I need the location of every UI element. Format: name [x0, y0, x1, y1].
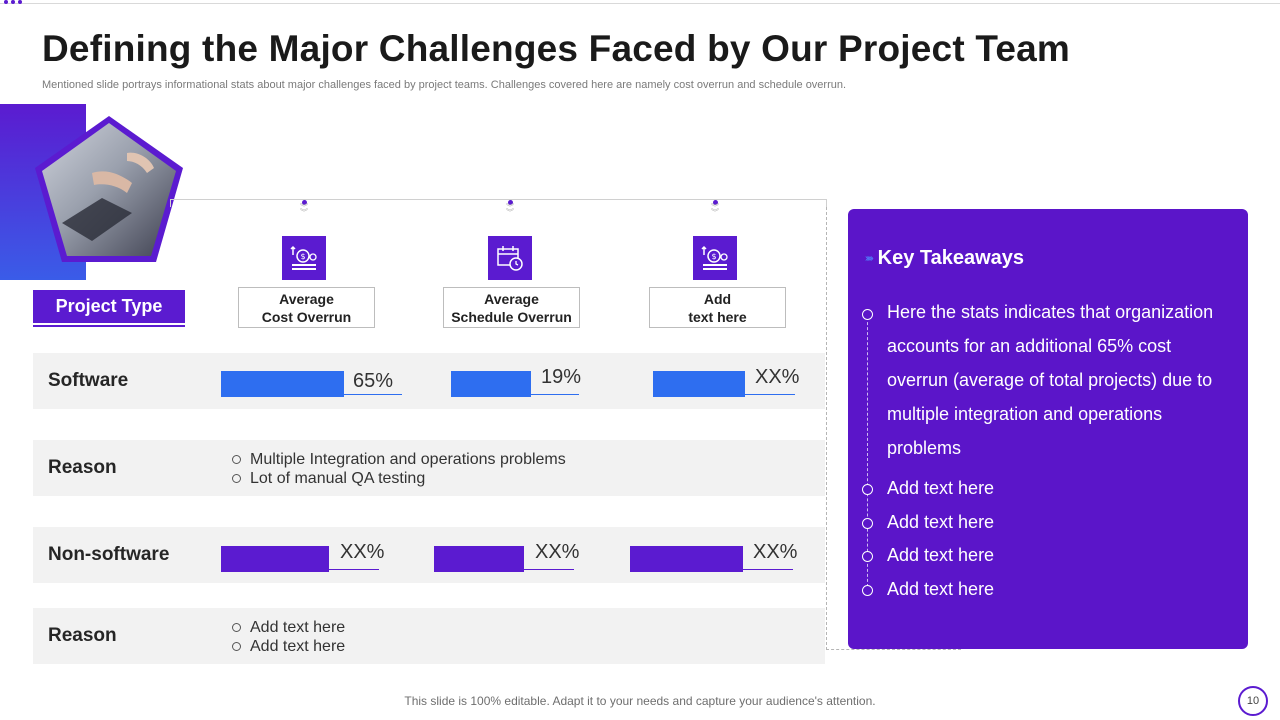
row-label-software: Software — [48, 370, 129, 391]
chevrons-right-icon: ››››› — [865, 253, 874, 264]
value-underline — [329, 569, 379, 570]
page-number: 10 — [1238, 686, 1268, 716]
reason-bullet-list: Multiple Integration and operations prob… — [232, 450, 566, 488]
row-label-reason: Reason — [48, 625, 117, 646]
laptop-photo-pentagon — [35, 116, 183, 262]
takeaway-main-text: Here the stats indicates that organizati… — [887, 302, 1214, 458]
value-non-software-cost-overrun: XX% — [340, 541, 385, 563]
key-takeaways-panel: ››››› Key Takeaways Here the stats indic… — [848, 209, 1248, 649]
footer-note: This slide is 100% editable. Adapt it to… — [404, 694, 876, 708]
svg-text:$: $ — [712, 252, 717, 261]
horizontal-dashed-line — [826, 649, 961, 650]
column-connector: ︾ ︾ — [299, 200, 309, 217]
column-label-add-text: Add text here — [649, 287, 786, 328]
money-bag-icon: $ — [282, 236, 326, 280]
bar-software-schedule-overrun — [451, 371, 531, 397]
value-underline — [743, 569, 793, 570]
value-non-software-schedule-overrun: XX% — [535, 541, 580, 563]
column-connector: ︾ ︾ — [505, 200, 515, 217]
value-software-schedule-overrun: 19% — [541, 366, 582, 388]
header-connector-line — [170, 199, 827, 207]
column-connector: ︾ ︾ — [710, 200, 720, 217]
table-row-reason: Reason Multiple Integration and operatio… — [33, 440, 825, 496]
value-underline — [745, 394, 795, 395]
takeaway-item: Add text here — [887, 478, 995, 498]
bar-non-software-add-text — [630, 546, 743, 572]
timeline-dot — [862, 551, 873, 562]
top-rule — [0, 3, 1280, 4]
column-label-schedule-overrun: Average Schedule Overrun — [443, 287, 580, 328]
value-underline — [524, 569, 574, 570]
row-label-non-software: Non-software — [48, 544, 170, 565]
project-type-underline — [33, 325, 185, 327]
list-item: Lot of manual QA testing — [232, 469, 566, 488]
column-label-cost-overrun: Average Cost Overrun — [238, 287, 375, 328]
project-type-header: Project Type — [33, 290, 185, 323]
list-item: Add text here — [232, 637, 345, 656]
table-row-non-software: Non-software XX% XX% XX% — [33, 527, 825, 583]
bar-software-add-text — [653, 371, 745, 397]
top-dots-decoration — [4, 0, 22, 4]
bar-software-cost-overrun — [221, 371, 344, 397]
page-subtitle: Mentioned slide portrays informational s… — [42, 79, 847, 91]
key-takeaways-header: ››››› Key Takeaways — [865, 247, 1024, 270]
bar-non-software-cost-overrun — [221, 546, 329, 572]
row-label-reason: Reason — [48, 457, 117, 478]
takeaways-timeline — [867, 312, 868, 592]
svg-text:$: $ — [301, 252, 306, 261]
page-title: Defining the Major Challenges Faced by O… — [42, 28, 1071, 69]
key-takeaways-title: Key Takeaways — [877, 247, 1025, 269]
vertical-dashed-line — [826, 207, 827, 650]
value-underline — [531, 394, 579, 395]
money-bag-icon: $ — [693, 236, 737, 280]
table-row-software: Software 65% 19% XX% — [33, 353, 825, 409]
takeaway-item: Add text here — [887, 545, 995, 565]
takeaway-item: Add text here — [887, 579, 995, 599]
calendar-clock-icon — [488, 236, 532, 280]
value-software-cost-overrun: 65% — [353, 370, 394, 392]
value-non-software-add-text: XX% — [753, 541, 798, 563]
value-software-add-text: XX% — [755, 366, 800, 388]
takeaway-item: Add text here — [887, 512, 995, 532]
timeline-dot — [862, 518, 873, 529]
timeline-dot — [862, 585, 873, 596]
table-row-reason: Reason Add text here Add text here — [33, 608, 825, 664]
list-item: Multiple Integration and operations prob… — [232, 450, 566, 469]
reason-bullet-list: Add text here Add text here — [232, 618, 345, 656]
timeline-dot — [862, 309, 873, 320]
value-underline — [344, 394, 402, 395]
list-item: Add text here — [232, 618, 345, 637]
bar-non-software-schedule-overrun — [434, 546, 524, 572]
timeline-dot — [862, 484, 873, 495]
